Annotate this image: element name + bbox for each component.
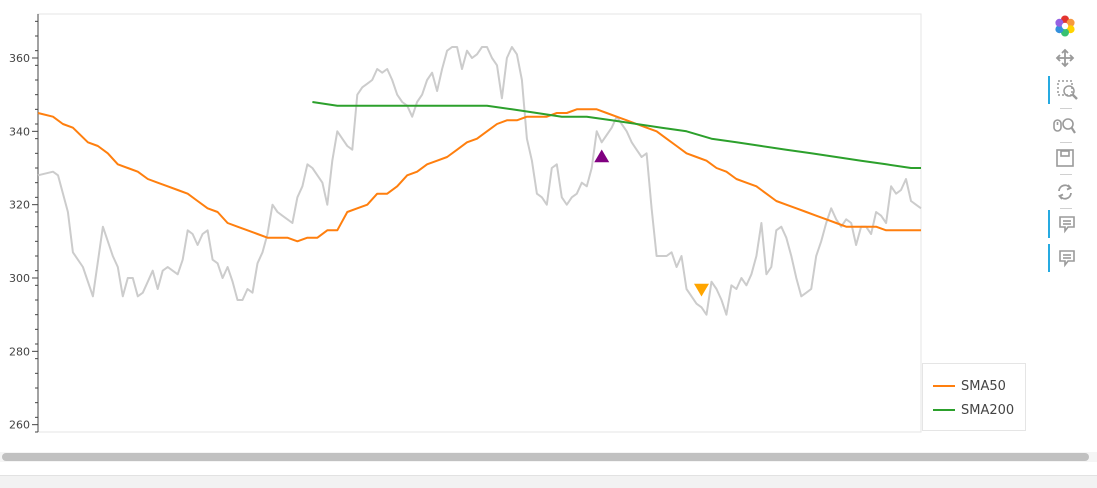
reset-icon[interactable] (1048, 178, 1082, 206)
series-line-price (37, 46, 922, 316)
legend-label: SMA50 (961, 378, 1006, 394)
series-line-sma200 (312, 101, 921, 169)
legend-item-sma200[interactable]: SMA200 (933, 402, 1014, 418)
series-layer (37, 46, 922, 316)
horizontal-scrollbar[interactable] (0, 452, 1097, 462)
legend-swatch-sma200 (933, 409, 955, 411)
y-tick-label: 260 (9, 419, 30, 432)
y-tick-label: 280 (9, 345, 30, 358)
save-icon[interactable] (1048, 144, 1082, 172)
wheel-zoom-icon[interactable] (1048, 112, 1082, 140)
y-tick-label: 360 (9, 52, 30, 65)
bokeh-logo-icon[interactable] (1048, 12, 1082, 40)
y-tick-label: 300 (9, 272, 30, 285)
toolbar-separator (1060, 208, 1072, 209)
y-tick-label: 320 (9, 199, 30, 212)
legend-label: SMA200 (961, 402, 1015, 418)
scrollbar-thumb[interactable] (2, 453, 1089, 461)
hover-icon[interactable] (1048, 210, 1084, 238)
sell-marker (693, 283, 709, 297)
pan-icon[interactable] (1048, 44, 1082, 72)
hover-icon[interactable] (1048, 244, 1084, 272)
footer-bar (0, 475, 1097, 488)
box-zoom-icon[interactable] (1048, 76, 1084, 104)
y-axis: 260 280 300 320 340 360 (9, 14, 39, 433)
legend-swatch-sma50 (933, 385, 955, 387)
marker-layer (594, 149, 709, 297)
series-line-sma50 (37, 108, 921, 243)
legend: SMA50 SMA200 (922, 363, 1026, 431)
toolbar-separator (1060, 108, 1072, 109)
buy-marker (594, 149, 610, 163)
plot-frame (37, 13, 922, 433)
toolbar-separator (1060, 174, 1072, 175)
toolbar-separator (1060, 142, 1072, 143)
legend-item-sma50[interactable]: SMA50 (933, 378, 1006, 394)
y-tick-label: 340 (9, 125, 30, 138)
